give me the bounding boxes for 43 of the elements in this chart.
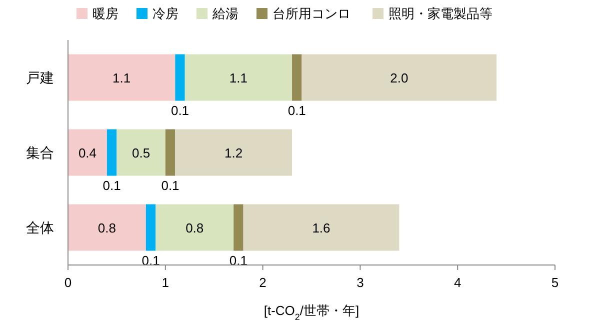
x-axis-title: [t-CO$_{2}$/世帯・年] xyxy=(264,303,360,322)
x-tick-label: 2 xyxy=(259,275,266,290)
bar xyxy=(292,54,302,101)
data-label: 0.8 xyxy=(186,220,204,236)
y-tick-label: 集合 xyxy=(26,144,54,160)
x-tick-label: 1 xyxy=(162,275,170,290)
bar xyxy=(106,129,117,176)
bar xyxy=(156,204,234,251)
legend-label: 暖房 xyxy=(92,6,118,21)
data-label: 2.0 xyxy=(390,70,408,86)
data-label: 0.5 xyxy=(132,146,150,160)
data-label: 0.1 xyxy=(170,102,190,118)
bar xyxy=(175,129,292,176)
x-tick-label: 0 xyxy=(64,275,72,290)
x-tick-label: 3 xyxy=(356,275,364,290)
y-tick-label: 戸建 xyxy=(26,70,54,86)
bar xyxy=(184,54,292,101)
bar xyxy=(165,129,176,176)
bar xyxy=(116,129,166,176)
bar xyxy=(68,54,176,101)
legend-label: 冷房 xyxy=(152,6,178,21)
bar xyxy=(146,204,156,251)
bar xyxy=(68,129,107,176)
y-tick-label: 全体 xyxy=(26,220,54,236)
data-label: 0.1 xyxy=(288,102,306,118)
bar xyxy=(175,54,185,101)
data-label: 0.1 xyxy=(161,178,180,193)
data-label: 0.4 xyxy=(78,146,97,160)
x-tick-label: 4 xyxy=(454,275,462,290)
legend-label: 給湯 xyxy=(212,6,238,21)
data-label: 1.6 xyxy=(312,220,330,236)
bar xyxy=(68,204,146,251)
bar xyxy=(234,204,244,251)
bar xyxy=(302,54,497,101)
bar xyxy=(243,204,400,251)
data-label: 1.1 xyxy=(112,70,131,86)
data-label: 0.1 xyxy=(102,178,121,193)
data-label: 1.2 xyxy=(224,146,243,160)
data-label: 1.1 xyxy=(229,70,248,86)
data-label: 0.8 xyxy=(98,220,116,236)
x-tick-label: 5 xyxy=(551,275,559,290)
legend-label: 照明・家電製品等 xyxy=(388,6,492,21)
legend-label: 台所用コンロ xyxy=(272,6,350,21)
